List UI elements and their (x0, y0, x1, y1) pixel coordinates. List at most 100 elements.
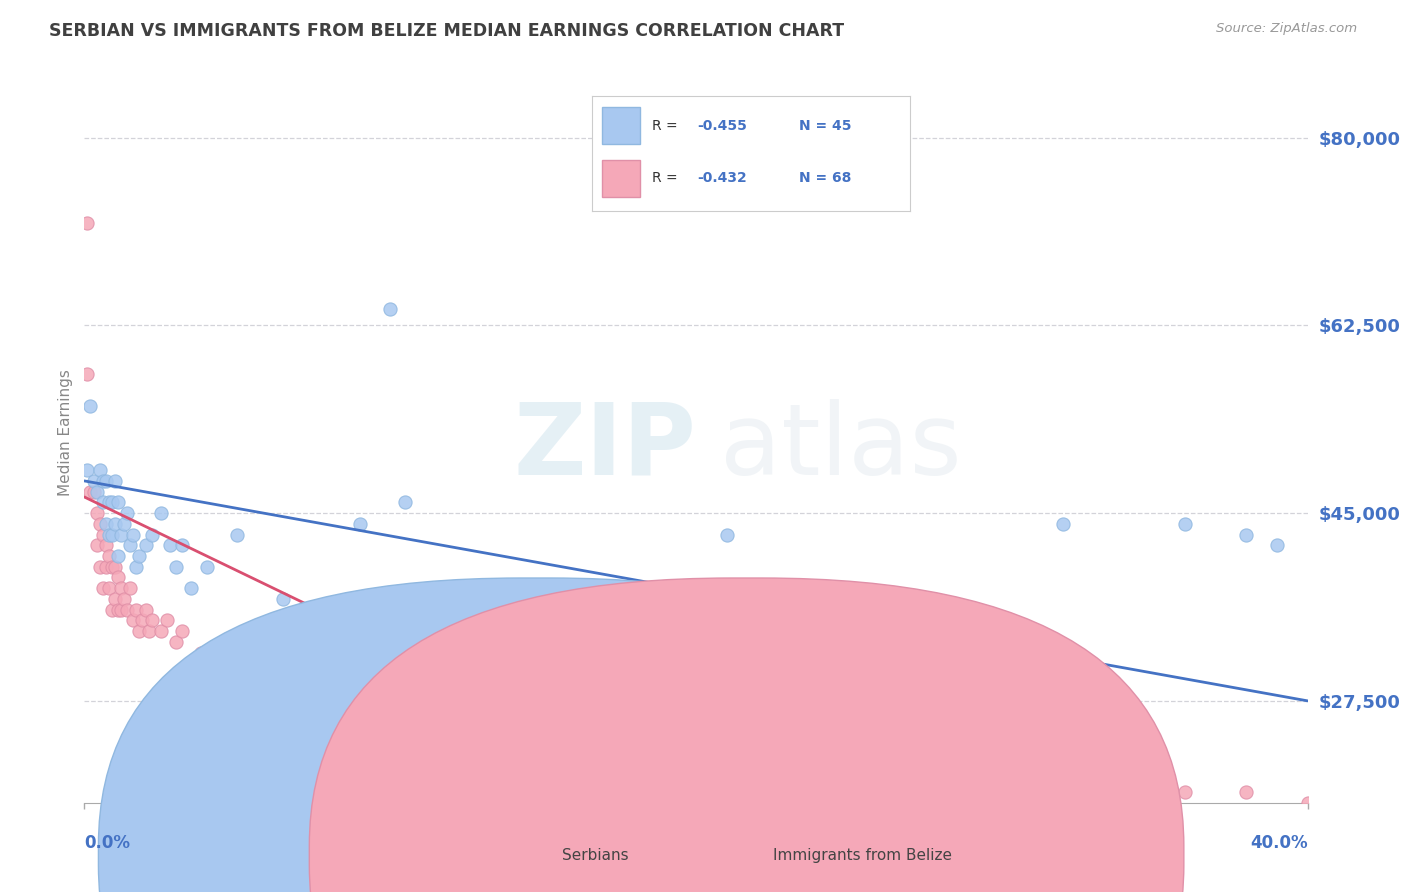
Point (135, 538, 157, 552)
Point (1265, 538, 1288, 552)
Point (226, 667, 249, 681)
Point (97, 549, 120, 563)
Point (101, 495, 124, 509)
Point (91, 474, 114, 488)
Point (1083, 785, 1105, 799)
Point (86, 506, 108, 520)
Y-axis label: Median Earnings: Median Earnings (58, 369, 73, 496)
Point (271, 678, 294, 692)
Point (104, 516, 127, 531)
Point (125, 559, 148, 574)
Point (593, 764, 616, 778)
Point (929, 774, 952, 789)
Point (104, 474, 127, 488)
Point (125, 602, 148, 616)
Point (349, 516, 371, 531)
Point (115, 602, 138, 616)
Point (1114, 774, 1136, 789)
Point (1236, 785, 1258, 799)
Point (211, 657, 233, 671)
Point (76, 367, 98, 381)
Point (101, 559, 124, 574)
Point (159, 538, 181, 552)
Point (110, 602, 132, 616)
Point (394, 495, 416, 509)
Point (349, 699, 371, 714)
Point (91, 495, 114, 509)
Point (287, 667, 309, 681)
Point (110, 527, 132, 541)
Point (120, 538, 142, 552)
Point (180, 581, 202, 595)
Point (138, 624, 160, 639)
Point (960, 785, 983, 799)
Point (1174, 785, 1197, 799)
Point (79, 484, 101, 499)
Point (120, 581, 142, 595)
Point (165, 635, 187, 649)
Point (838, 785, 860, 799)
Point (104, 591, 127, 606)
Point (107, 570, 129, 584)
Point (89, 559, 111, 574)
Point (86, 538, 108, 552)
Point (165, 559, 187, 574)
Text: 0.0%: 0.0% (84, 834, 131, 852)
Point (107, 549, 129, 563)
Point (654, 774, 676, 789)
Point (195, 559, 218, 574)
Point (440, 721, 463, 735)
Point (83, 474, 105, 488)
Point (1236, 527, 1258, 541)
Point (991, 753, 1014, 767)
Point (112, 591, 135, 606)
Point (302, 602, 325, 616)
Point (101, 602, 124, 616)
Point (807, 774, 830, 789)
Point (180, 657, 202, 671)
Point (141, 527, 163, 541)
Point (156, 614, 179, 628)
Point (172, 538, 194, 552)
Point (122, 614, 145, 628)
Point (112, 516, 135, 531)
Point (141, 614, 163, 628)
Point (898, 796, 921, 810)
Point (79, 399, 101, 413)
Point (86, 484, 108, 499)
Point (128, 549, 150, 563)
Point (89, 516, 111, 531)
Point (122, 527, 145, 541)
Point (97, 581, 120, 595)
Point (716, 527, 738, 541)
Point (172, 624, 194, 639)
Point (149, 624, 172, 639)
Point (190, 646, 212, 660)
Point (110, 581, 132, 595)
Point (380, 302, 402, 317)
Point (747, 785, 769, 799)
Point (531, 753, 554, 767)
Point (91, 581, 114, 595)
Point (991, 774, 1014, 789)
Point (107, 495, 129, 509)
Point (107, 602, 129, 616)
Point (83, 484, 105, 499)
Point (1052, 516, 1074, 531)
Point (104, 559, 127, 574)
Text: SERBIAN VS IMMIGRANTS FROM BELIZE MEDIAN EARNINGS CORRELATION CHART: SERBIAN VS IMMIGRANTS FROM BELIZE MEDIAN… (49, 22, 845, 40)
Point (471, 731, 494, 746)
Point (1296, 796, 1319, 810)
Point (1052, 774, 1074, 789)
Point (97, 495, 120, 509)
Point (94, 538, 117, 552)
Point (94, 516, 117, 531)
Text: Source: ZipAtlas.com: Source: ZipAtlas.com (1216, 22, 1357, 36)
Point (257, 667, 280, 681)
Point (593, 747, 616, 762)
Point (89, 463, 111, 477)
Text: atlas: atlas (720, 399, 962, 496)
Text: 40.0%: 40.0% (1250, 834, 1308, 852)
Point (271, 591, 294, 606)
Point (91, 527, 114, 541)
